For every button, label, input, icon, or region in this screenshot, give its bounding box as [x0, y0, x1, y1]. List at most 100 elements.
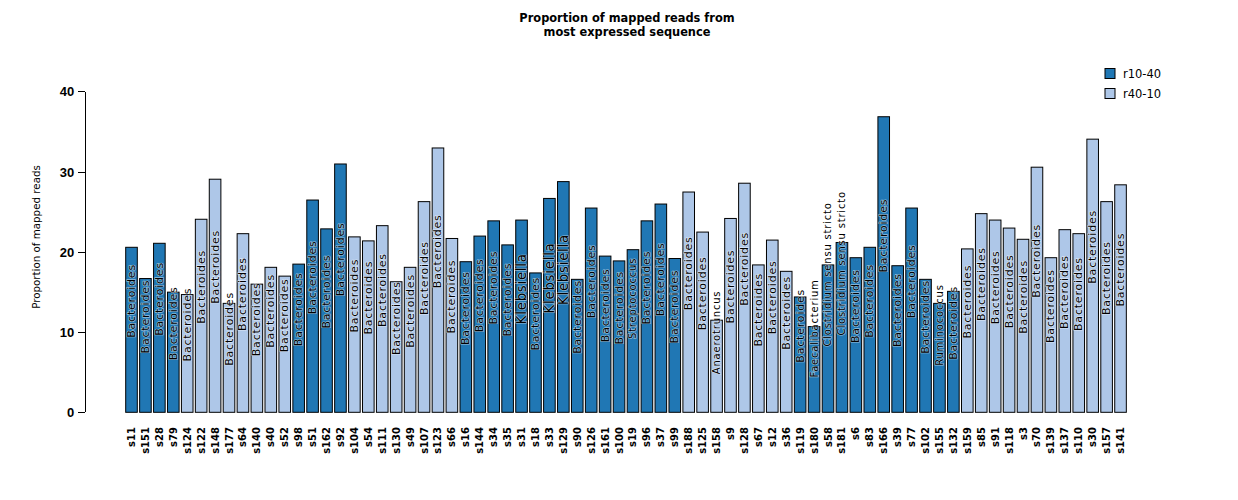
y-tick-label: 0: [67, 405, 74, 420]
x-label-s77: s77: [906, 427, 917, 447]
x-label-s67: s67: [753, 427, 764, 447]
bar-taxon-label: Bacteroides: [585, 244, 598, 318]
x-label-s155: s155: [934, 427, 945, 454]
x-label-s148: s148: [210, 427, 221, 454]
x-label-s92: s92: [335, 427, 346, 447]
legend-label-r40-10: r40-10: [1123, 87, 1161, 101]
bar-taxon-label: Bacteroides: [250, 282, 263, 356]
bar-taxon-label: Bacteroides: [849, 269, 862, 343]
bar-taxon-label: Bacteroides: [431, 214, 444, 288]
y-axis-title: Proportion of mapped reads: [30, 165, 42, 309]
x-label-s158: s158: [711, 427, 722, 454]
x-label-s31: s31: [516, 427, 527, 447]
bar-taxon-label: Klebsiella: [542, 243, 557, 314]
x-label-s3: s3: [1018, 427, 1029, 440]
bar-chart: Proportion of mapped reads from most exp…: [0, 0, 1238, 500]
x-label-s12: s12: [767, 427, 778, 447]
x-label-s180: s180: [809, 427, 820, 454]
x-label-s126: s126: [586, 427, 597, 454]
bar-taxon-label: Bacteroides: [125, 264, 138, 338]
y-tick-label: 30: [60, 165, 74, 180]
bar-taxon-label: Bacteroides: [975, 247, 988, 321]
x-label-s177: s177: [224, 427, 235, 454]
bar-taxon-label: Bacteroides: [348, 259, 361, 333]
bar-taxon-label: Bacteroides: [891, 273, 904, 347]
bar-taxon-label: Clostridium sensu stricto: [836, 191, 847, 335]
x-label-s110: s110: [1073, 427, 1084, 454]
bar-taxon-label: Bacteroides: [613, 271, 626, 345]
x-label-s54: s54: [363, 427, 374, 447]
y-tick-label: 20: [60, 245, 74, 260]
x-label-s129: s129: [558, 427, 569, 454]
x-label-s144: s144: [474, 427, 485, 454]
x-label-s9: s9: [725, 427, 736, 440]
x-label-s39: s39: [892, 427, 903, 447]
x-label-s119: s119: [795, 427, 806, 454]
x-label-s52: s52: [279, 427, 290, 447]
x-label-s51: s51: [307, 427, 318, 447]
bar-taxon-label: Bacteroides: [766, 260, 779, 334]
x-label-s118: s118: [1004, 427, 1015, 454]
y-tick-label: 40: [60, 84, 74, 99]
x-label-s30: s30: [1087, 427, 1098, 447]
bar-taxon-label: Bacteroides: [1100, 241, 1113, 315]
x-label-s99: s99: [669, 427, 680, 447]
x-label-s161: s161: [600, 427, 611, 454]
x-label-s104: s104: [349, 427, 360, 454]
bar-taxon-label: Bacteroides: [320, 255, 333, 329]
legend-swatch-r10-40: [1105, 69, 1115, 79]
x-label-s36: s36: [781, 427, 792, 447]
x-label-s166: s166: [878, 427, 889, 454]
bar-taxon-label: Bacteroides: [640, 251, 653, 325]
bar-taxon-label: Bacteroides: [1030, 224, 1043, 298]
x-label-s159: s159: [962, 427, 973, 454]
x-label-s162: s162: [321, 427, 332, 454]
chart-figure: Proportion of mapped reads from most exp…: [0, 0, 1238, 500]
x-label-s58: s58: [823, 427, 834, 447]
bar-taxon-label: Klebsiella: [514, 253, 529, 324]
x-label-s181: s181: [836, 427, 847, 454]
legend: r10-40 r40-10: [1105, 67, 1161, 101]
x-label-s18: s18: [530, 427, 541, 447]
x-label-s140: s140: [251, 427, 262, 454]
bar-taxon-label: Bacteroides: [1003, 254, 1016, 328]
bar-taxon-label: Bacteroides: [139, 280, 152, 354]
bar-taxon-label: Bacteroides: [209, 230, 222, 304]
chart-title-line1: Proportion of mapped reads from: [519, 11, 734, 25]
x-axis-labels: s11s151s28s79s124s122s148s177s64s140s40s…: [126, 427, 1126, 454]
bar-taxon-label: Bacteroides: [264, 274, 277, 348]
bar-taxon-label: Bacteroides: [1086, 210, 1099, 284]
bar-taxon-label: Bacteroides: [738, 232, 751, 306]
x-label-s157: s157: [1101, 427, 1112, 454]
bar-taxon-label: Bacteroides: [529, 277, 542, 351]
bar-taxon-label: Bacteroides: [752, 273, 765, 347]
bar-taxon-label: Bacteroides: [1072, 257, 1085, 331]
x-label-s125: s125: [697, 427, 708, 454]
y-tick-label: 10: [60, 325, 74, 340]
x-label-s122: s122: [196, 427, 207, 454]
bar-taxon-label: Faecalibacterium: [809, 279, 820, 377]
legend-label-r10-40: r10-40: [1123, 67, 1161, 81]
x-label-s128: s128: [739, 427, 750, 454]
x-label-s85: s85: [976, 427, 987, 447]
x-label-s19: s19: [627, 427, 638, 447]
bar-taxon-label: Bacteroides: [445, 260, 458, 334]
bar-taxon-label: Bacteroides: [334, 222, 347, 296]
y-axis: 0 10 20 30 40: [60, 84, 85, 419]
x-label-s98: s98: [293, 427, 304, 447]
bar-taxon-label: Bacteroides: [696, 256, 709, 330]
x-label-s111: s111: [377, 427, 388, 454]
x-label-s188: s188: [683, 427, 694, 454]
x-label-s28: s28: [154, 427, 165, 447]
bar-taxon-label: Bacteroides: [418, 241, 431, 315]
x-label-s35: s35: [502, 427, 513, 447]
bar-taxon-label: Bacteroides: [390, 281, 403, 355]
x-label-s16: s16: [460, 427, 471, 447]
x-label-s123: s123: [432, 427, 443, 454]
x-label-s6: s6: [850, 427, 861, 440]
x-label-s37: s37: [655, 427, 666, 447]
bar-taxon-label: Bacteroides: [1058, 255, 1071, 329]
chart-title-line2: most expressed sequence: [544, 25, 711, 39]
bar-taxon-label: Bacteroides: [223, 292, 236, 366]
bar-taxon-label: Bacteroides: [780, 276, 793, 350]
